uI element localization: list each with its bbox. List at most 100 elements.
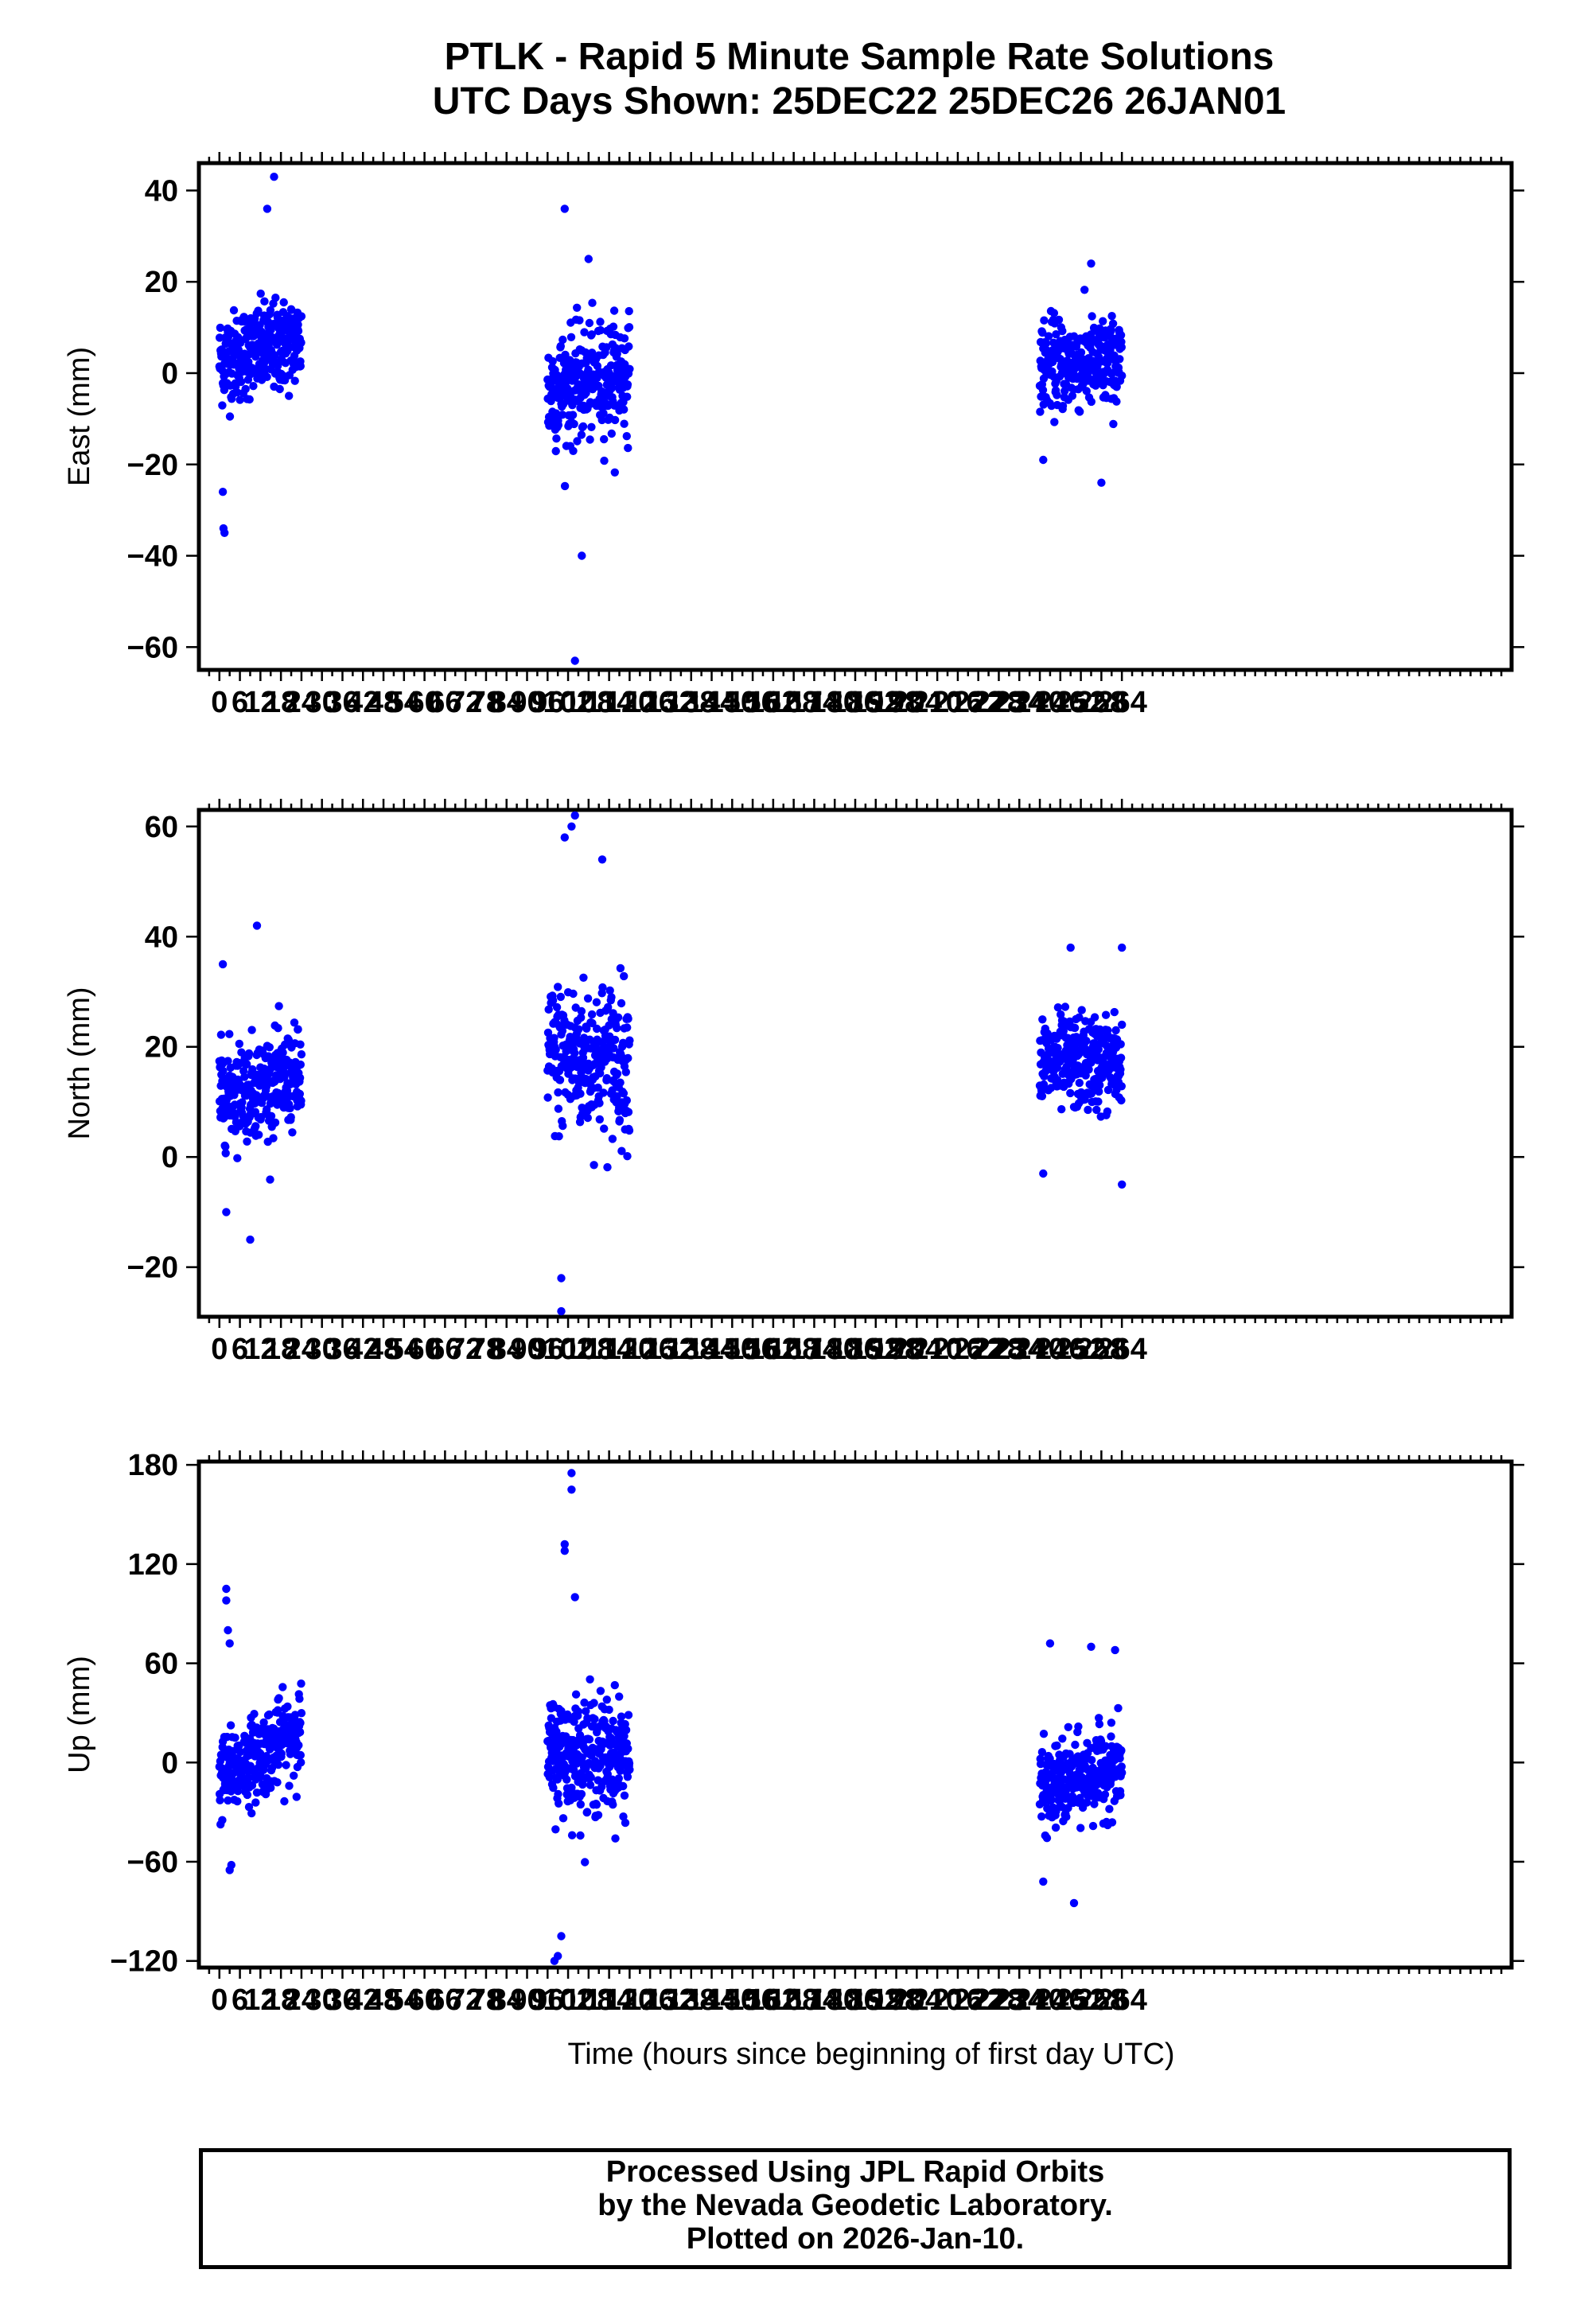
data-point bbox=[296, 1060, 305, 1069]
data-point bbox=[609, 1044, 618, 1053]
data-point bbox=[225, 1639, 234, 1648]
data-point bbox=[1088, 312, 1096, 321]
x-tick-label: 222 bbox=[953, 1983, 1003, 2017]
x-tick-label: 42 bbox=[346, 1983, 379, 2017]
x-tick-label: 108 bbox=[563, 1333, 613, 1366]
data-point bbox=[596, 1687, 605, 1695]
data-point bbox=[1053, 1741, 1061, 1750]
x-tick-label: 156 bbox=[727, 1333, 777, 1366]
data-point bbox=[256, 289, 265, 298]
data-point bbox=[1038, 386, 1048, 395]
data-point bbox=[578, 1053, 588, 1062]
y-axis-label: East (mm) bbox=[63, 347, 96, 486]
x-tick-label: 72 bbox=[449, 1333, 482, 1366]
data-point bbox=[625, 342, 633, 351]
data-point bbox=[1095, 1087, 1103, 1096]
x-tick-label: 246 bbox=[1035, 1983, 1085, 2017]
data-point bbox=[1084, 1065, 1093, 1074]
data-point bbox=[607, 429, 616, 438]
x-tick-label: 192 bbox=[850, 1983, 901, 2017]
x-tick-label: 48 bbox=[367, 686, 400, 719]
data-point bbox=[1090, 1013, 1099, 1022]
data-point bbox=[1069, 1898, 1079, 1908]
data-point bbox=[558, 1026, 567, 1036]
data-point bbox=[1058, 402, 1068, 411]
data-point bbox=[295, 1695, 304, 1703]
data-point bbox=[224, 1057, 232, 1065]
data-point bbox=[227, 1860, 235, 1870]
data-point bbox=[586, 435, 594, 444]
data-point bbox=[224, 1796, 232, 1805]
x-tick-label: 204 bbox=[892, 1983, 942, 2017]
x-tick-label: 12 bbox=[243, 1333, 277, 1366]
y-tick-label: −40 bbox=[127, 540, 178, 574]
data-point bbox=[569, 989, 578, 999]
y-tick-label: −60 bbox=[127, 1846, 178, 1879]
x-tick-label: 54 bbox=[387, 1983, 421, 2017]
x-tick-label: 54 bbox=[387, 686, 421, 719]
x-tick-label: 234 bbox=[994, 1333, 1045, 1366]
data-point bbox=[243, 1773, 252, 1782]
data-point bbox=[568, 411, 578, 419]
data-point bbox=[1042, 1834, 1052, 1843]
data-point bbox=[567, 1485, 576, 1494]
data-point bbox=[280, 1797, 289, 1806]
data-point bbox=[614, 1774, 623, 1783]
y-tick-label: −60 bbox=[127, 631, 178, 664]
y-tick-label: 40 bbox=[145, 921, 178, 954]
x-tick-label: 6 bbox=[232, 1983, 248, 2017]
x-tick-label: 180 bbox=[810, 1983, 860, 2017]
x-tick-label: 84 bbox=[490, 1333, 523, 1366]
data-point bbox=[571, 1690, 581, 1699]
data-point bbox=[219, 524, 228, 533]
x-tick-label: 60 bbox=[407, 686, 441, 719]
data-point bbox=[295, 1073, 305, 1083]
data-point bbox=[613, 1069, 622, 1078]
title-line-2: UTC Days Shown: 25DEC22 25DEC26 26JAN01 bbox=[432, 80, 1286, 123]
data-point bbox=[578, 422, 588, 431]
data-point bbox=[623, 380, 632, 389]
data-point bbox=[590, 1161, 598, 1170]
data-point bbox=[274, 1002, 283, 1010]
data-point bbox=[292, 1793, 301, 1801]
x-tick-label: 174 bbox=[789, 1983, 839, 2017]
data-point bbox=[573, 437, 582, 446]
data-point bbox=[586, 1675, 594, 1684]
data-point bbox=[624, 1108, 633, 1116]
data-point bbox=[250, 1710, 259, 1719]
data-point bbox=[1094, 1045, 1103, 1054]
data-point bbox=[221, 1149, 230, 1158]
data-point bbox=[617, 999, 626, 1008]
data-point bbox=[570, 1049, 579, 1057]
data-point bbox=[1053, 391, 1061, 399]
y-tick-label: 180 bbox=[128, 1449, 178, 1482]
x-tick-label: 240 bbox=[1014, 686, 1064, 719]
x-tick-label: 252 bbox=[1056, 1333, 1106, 1366]
x-tick-label: 42 bbox=[346, 1333, 379, 1366]
data-point bbox=[243, 1790, 252, 1800]
y-axis-label: North (mm) bbox=[63, 987, 96, 1139]
data-point bbox=[593, 1024, 601, 1034]
data-point bbox=[623, 1152, 632, 1161]
data-point bbox=[609, 1716, 617, 1726]
data-point bbox=[577, 1013, 586, 1022]
x-tick-label: 96 bbox=[531, 686, 564, 719]
data-point bbox=[1075, 1078, 1084, 1088]
data-point bbox=[1044, 332, 1053, 341]
data-point bbox=[297, 1096, 305, 1105]
data-point bbox=[1118, 372, 1127, 380]
data-point bbox=[1117, 1746, 1126, 1755]
data-point bbox=[236, 377, 246, 387]
x-tick-label: 78 bbox=[469, 1333, 503, 1366]
x-tick-label: 150 bbox=[707, 1333, 757, 1366]
x-tick-label: 138 bbox=[666, 686, 716, 719]
data-point bbox=[609, 322, 618, 331]
x-tick-label: 36 bbox=[325, 1983, 359, 2017]
x-tick-label: 30 bbox=[305, 686, 339, 719]
data-point bbox=[297, 1679, 305, 1688]
data-point bbox=[613, 1013, 623, 1022]
data-point bbox=[587, 422, 596, 431]
data-point bbox=[290, 1711, 300, 1719]
data-point bbox=[1117, 1762, 1127, 1771]
data-point bbox=[266, 306, 275, 315]
